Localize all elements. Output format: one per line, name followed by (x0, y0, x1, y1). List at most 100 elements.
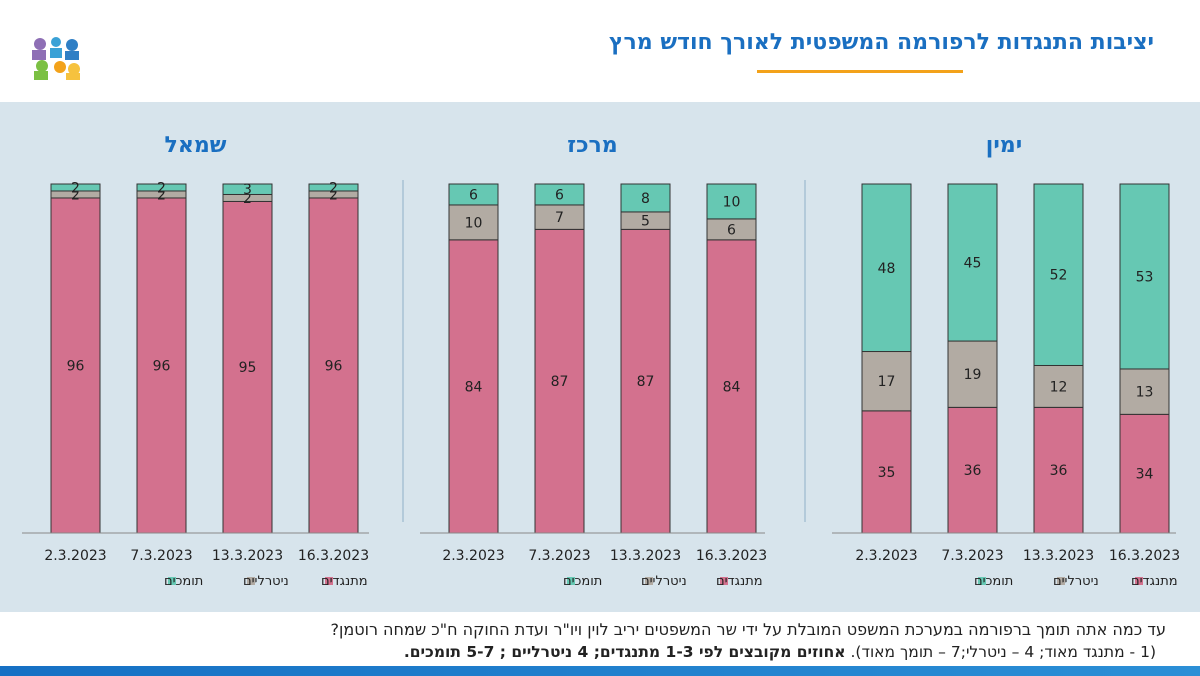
data-label: 8 (641, 191, 650, 207)
chart-title: שמאל (165, 133, 227, 158)
data-label: 2 (71, 180, 80, 196)
data-label: 87 (637, 374, 655, 390)
legend-swatch (978, 577, 986, 585)
bar-segment (50, 197, 101, 534)
data-label: 6 (555, 187, 564, 203)
legend-swatch (247, 577, 255, 585)
x-tick-label: 16.3.2023 (1109, 548, 1180, 564)
legend-label: ניטרליים (1053, 574, 1099, 589)
data-label: 48 (878, 261, 896, 277)
data-label: 84 (723, 379, 741, 395)
data-label: 2 (71, 187, 80, 203)
data-label: 5 (641, 214, 650, 230)
data-label: 87 (551, 374, 569, 390)
data-label: 96 (153, 358, 171, 374)
data-label: 45 (964, 256, 982, 272)
data-label: 36 (964, 463, 982, 479)
legend-label: תומכים (974, 574, 1013, 589)
data-label: 84 (465, 379, 483, 395)
bar-segment (620, 183, 671, 213)
scale-bold: אחוזים מקובצים לפי 1-3 מתנגדים; 4 ניטרלי… (403, 643, 846, 661)
bar-segment (706, 183, 757, 220)
legend-swatch (1057, 577, 1065, 585)
legend-label: תומכים (563, 574, 602, 589)
bar-segment (136, 197, 187, 534)
page-title: יציבות התנגדות לרפורמה המשפטית לאורך חוד… (608, 30, 1154, 55)
bar-segment (308, 197, 359, 534)
bar-segment (620, 228, 671, 534)
bar-segment (1119, 183, 1170, 370)
bar-segment (50, 183, 101, 192)
scale-plain: (1 - מתנגד מאוד; 4 – ניטרלי;7 – תומך מאו… (845, 643, 1157, 661)
title-underline (757, 70, 963, 73)
legend-label: מתנגדים (321, 574, 368, 589)
legend-label: תומכים (164, 574, 203, 589)
bar-segment (448, 204, 499, 241)
data-label: 95 (239, 360, 257, 376)
legend-swatch (645, 577, 653, 585)
bar-segment (947, 406, 998, 534)
legend-label: מתנגדים (1131, 574, 1178, 589)
logo-icon (32, 37, 80, 80)
legend-swatch (168, 577, 176, 585)
charts-svg: ימין3517482.3.20233619457.3.202336125213… (22, 133, 1180, 589)
data-label: 6 (469, 187, 478, 203)
bottom-bar (0, 666, 1200, 676)
legend-label: ניטרליים (641, 574, 687, 589)
chart-title: ימין (986, 133, 1022, 158)
data-label: 53 (1136, 269, 1154, 285)
bar-segment (1119, 413, 1170, 534)
legend-swatch (720, 577, 728, 585)
x-tick-label: 16.3.2023 (696, 548, 767, 564)
x-tick-label: 2.3.2023 (442, 548, 504, 564)
x-tick-label: 2.3.2023 (855, 548, 917, 564)
bar-segment (222, 183, 273, 195)
data-label: 3 (243, 182, 252, 198)
legend-label: ניטרליים (243, 574, 289, 589)
legend-swatch (1135, 577, 1143, 585)
scale-note: (1 - מתנגד מאוד; 4 – ניטרלי;7 – תומך מאו… (404, 643, 1156, 661)
header: יציבות התנגדות לרפורמה המשפטית לאורך חוד… (0, 0, 1200, 102)
legend-swatch (325, 577, 333, 585)
data-label: 6 (727, 222, 736, 238)
x-tick-label: 13.3.2023 (1023, 548, 1094, 564)
bar-segment (706, 239, 757, 534)
bar-segment (448, 239, 499, 534)
data-label: 52 (1050, 268, 1068, 284)
x-tick-label: 7.3.2023 (130, 548, 192, 564)
bar-segment (534, 183, 585, 206)
data-label: 10 (465, 215, 483, 231)
data-label: 17 (878, 374, 896, 390)
data-label: 10 (723, 194, 741, 210)
chart-title: מרכז (567, 133, 617, 158)
data-label: 2 (157, 180, 166, 196)
legend-label: מתנגדים (716, 574, 763, 589)
legend-swatch (567, 577, 575, 585)
bar-segment (136, 183, 187, 192)
data-label: 35 (878, 465, 896, 481)
bar-segment (861, 351, 912, 412)
x-tick-label: 2.3.2023 (44, 548, 106, 564)
data-label: 19 (964, 367, 982, 383)
data-label: 12 (1050, 379, 1068, 395)
bar-segment (1033, 183, 1084, 366)
chart-panel (0, 102, 1200, 612)
data-label: 2 (243, 191, 252, 207)
data-label: 96 (67, 358, 85, 374)
x-tick-label: 7.3.2023 (528, 548, 590, 564)
data-label: 96 (325, 358, 343, 374)
x-tick-label: 7.3.2023 (941, 548, 1003, 564)
data-label: 2 (329, 187, 338, 203)
data-label: 36 (1050, 463, 1068, 479)
x-tick-label: 13.3.2023 (610, 548, 681, 564)
footer (0, 612, 1200, 666)
bar-segment (308, 183, 359, 192)
data-label: 13 (1136, 385, 1154, 401)
data-label: 7 (555, 210, 564, 226)
bar-segment (534, 228, 585, 534)
x-tick-label: 16.3.2023 (298, 548, 369, 564)
bar-segment (947, 183, 998, 342)
bar-segment (861, 183, 912, 353)
survey-question: עד כמה אתה תומך ברפורמה במערכת המשפט המו… (330, 620, 1166, 639)
bar-segment (947, 340, 998, 408)
